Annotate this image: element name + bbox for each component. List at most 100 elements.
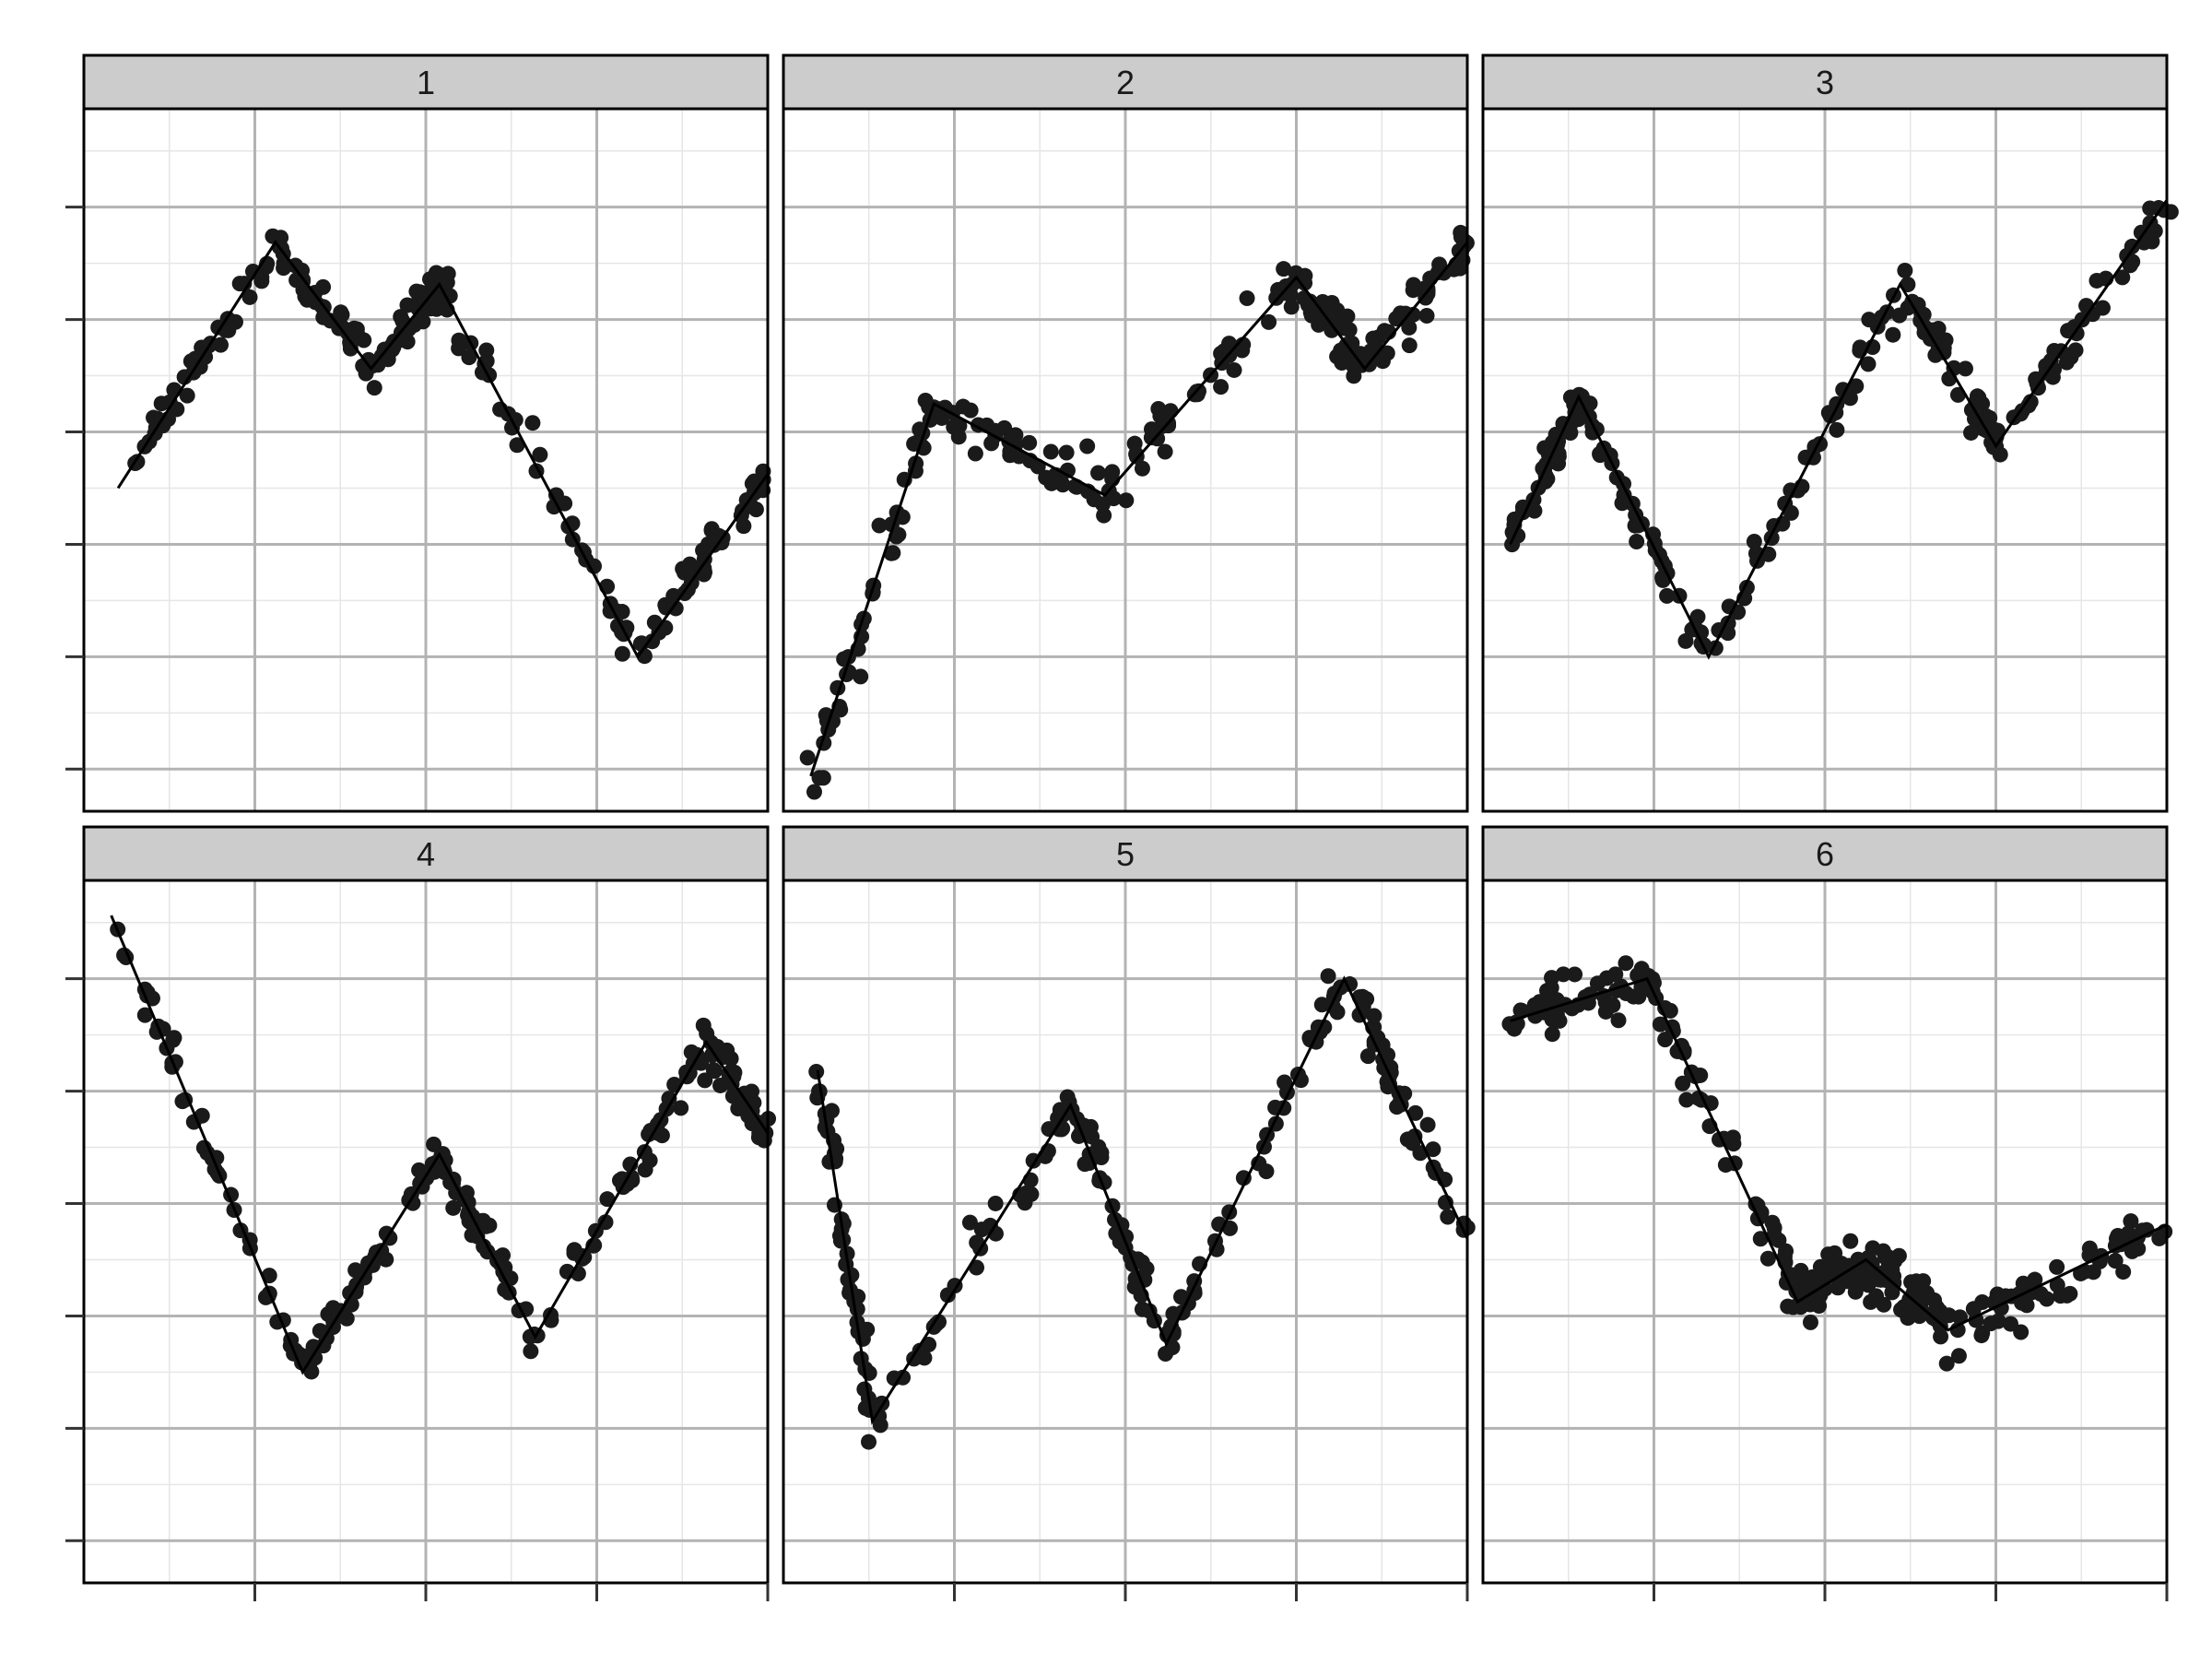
data-point xyxy=(478,342,495,359)
data-point xyxy=(1059,1089,1076,1105)
data-point xyxy=(1802,1314,1818,1330)
data-point xyxy=(651,624,667,641)
data-point xyxy=(811,770,828,786)
data-point xyxy=(1105,490,1122,507)
data-point xyxy=(1544,970,1560,986)
data-point xyxy=(1885,326,1901,343)
data-point xyxy=(744,476,760,492)
data-point xyxy=(1164,1339,1181,1356)
data-point xyxy=(1629,533,1645,549)
data-point xyxy=(2073,1265,2089,1281)
data-point xyxy=(1042,443,1059,460)
data-point xyxy=(1276,261,1292,277)
data-point xyxy=(315,278,332,295)
data-point xyxy=(153,395,170,412)
data-point xyxy=(1096,507,1112,524)
data-point xyxy=(2002,1316,2018,1332)
data-point xyxy=(623,1169,640,1186)
data-point xyxy=(973,1221,990,1238)
data-point xyxy=(1659,587,1676,604)
data-point xyxy=(347,1262,364,1279)
data-point xyxy=(1134,460,1150,477)
data-point xyxy=(273,230,289,246)
data-point xyxy=(1359,1048,1376,1065)
data-point xyxy=(213,336,229,353)
data-point xyxy=(1884,1284,1900,1301)
data-point xyxy=(1329,348,1346,365)
facet-strip xyxy=(82,53,770,111)
data-point xyxy=(917,393,934,409)
data-point xyxy=(1861,312,1877,328)
data-point xyxy=(1376,323,1393,339)
data-point xyxy=(1082,1118,1099,1135)
data-point xyxy=(1191,383,1207,399)
data-point xyxy=(872,1417,888,1434)
data-point xyxy=(428,265,444,281)
data-point xyxy=(460,1194,477,1210)
data-point xyxy=(378,1225,394,1242)
data-point xyxy=(253,273,270,289)
data-point xyxy=(1539,983,1556,999)
facet-strip-label: 1 xyxy=(417,64,435,101)
data-point xyxy=(961,1214,978,1231)
data-point xyxy=(696,566,712,583)
data-point xyxy=(1154,418,1171,434)
data-point xyxy=(1017,1195,1033,1211)
data-point xyxy=(885,545,901,561)
data-point xyxy=(751,1125,768,1141)
data-point xyxy=(1614,495,1630,512)
data-point xyxy=(1795,1271,1812,1288)
data-point xyxy=(1406,1128,1423,1145)
data-point xyxy=(1963,424,1980,441)
data-point xyxy=(861,1434,877,1450)
data-point xyxy=(1422,270,1439,287)
data-point xyxy=(1366,1008,1382,1024)
data-point xyxy=(735,518,752,535)
facet-panel-3: 3 xyxy=(1481,53,2179,813)
data-point xyxy=(799,749,816,766)
data-point xyxy=(1165,1305,1182,1322)
data-point xyxy=(871,517,888,534)
data-point xyxy=(1880,1249,1897,1266)
data-point xyxy=(2109,1231,2125,1247)
data-point xyxy=(1618,955,1634,972)
data-point xyxy=(2123,1213,2139,1230)
data-point xyxy=(712,1077,729,1093)
data-point xyxy=(946,419,962,435)
facet-panel-6: 6 xyxy=(1481,825,2173,1601)
data-point xyxy=(1320,968,1336,985)
data-point xyxy=(1452,260,1468,277)
data-point xyxy=(597,1214,614,1231)
trend-line xyxy=(1510,976,2168,1332)
data-point xyxy=(1957,360,1973,377)
data-point xyxy=(1406,277,1422,293)
data-point xyxy=(1759,1250,1776,1267)
data-point xyxy=(2058,354,2075,371)
data-point xyxy=(599,1191,616,1208)
data-point xyxy=(2039,1291,2055,1307)
data-point xyxy=(853,1351,869,1367)
data-point xyxy=(436,1164,453,1181)
data-point xyxy=(1764,1214,1781,1231)
data-point xyxy=(1007,427,1024,443)
data-point xyxy=(1652,1016,1668,1033)
data-point xyxy=(1058,444,1075,461)
data-point xyxy=(1678,1092,1695,1108)
data-point xyxy=(725,1068,742,1085)
data-point xyxy=(1865,1240,1881,1257)
data-point xyxy=(1567,966,1583,983)
data-point xyxy=(614,604,630,620)
data-point xyxy=(641,1152,658,1169)
data-point xyxy=(2130,1241,2147,1257)
data-point xyxy=(179,387,195,404)
data-point xyxy=(1896,1299,1912,1316)
data-point xyxy=(695,542,712,559)
data-point xyxy=(1607,966,1624,983)
data-point xyxy=(717,1048,734,1065)
data-point xyxy=(806,784,822,800)
trend-line xyxy=(816,975,1469,1425)
data-point xyxy=(667,600,684,617)
data-point xyxy=(618,620,635,636)
data-point xyxy=(2151,1230,2168,1246)
data-point xyxy=(445,1199,462,1216)
